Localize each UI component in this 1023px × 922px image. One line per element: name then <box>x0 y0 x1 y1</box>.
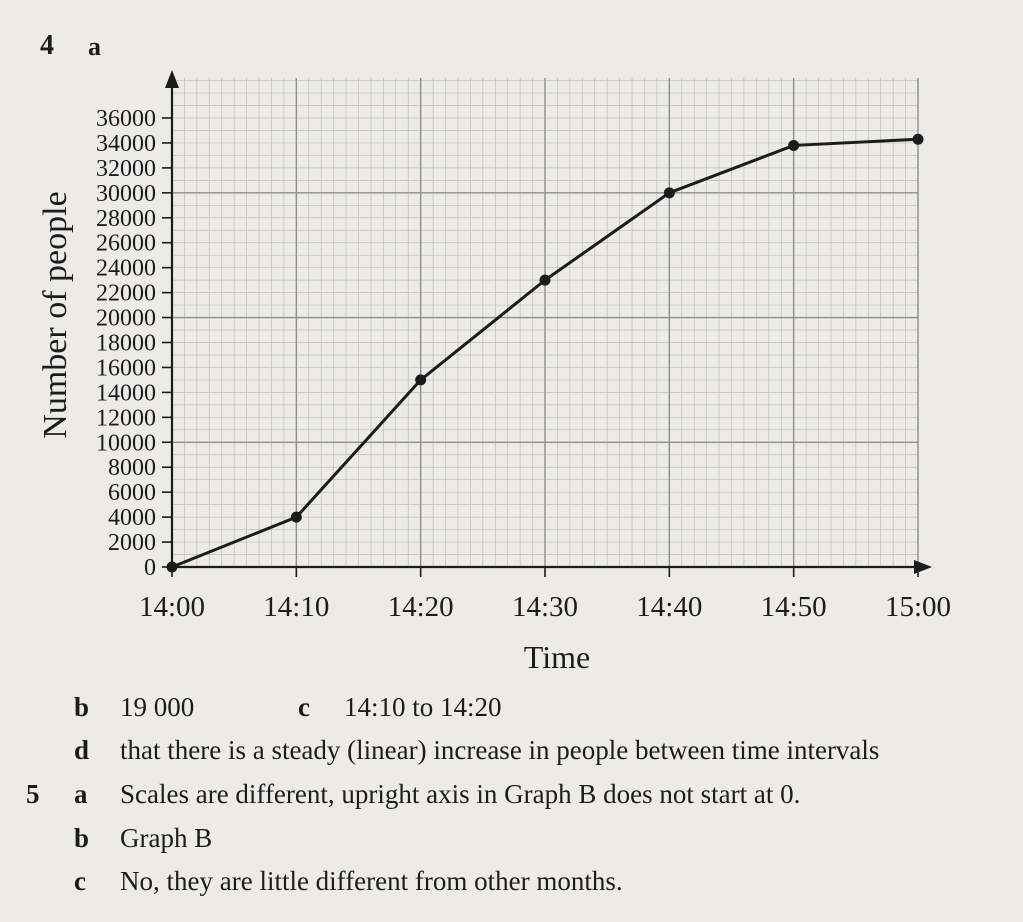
y-tick-label: 22000 <box>96 281 156 307</box>
y-tick-label: 0 <box>144 555 156 581</box>
y-tick-label: 34000 <box>96 131 156 157</box>
y-tick-label: 18000 <box>96 331 156 357</box>
answer-4c: c 14:10 to 14:20 <box>298 692 502 723</box>
y-tick-label: 10000 <box>96 430 156 456</box>
answer-5c: c No, they are little different from othe… <box>74 866 623 897</box>
answer-5a-text: Scales are different, upright axis in Gr… <box>120 779 801 809</box>
data-point <box>788 139 800 151</box>
y-tick-label: 14000 <box>96 380 156 406</box>
question-number-5: 5 <box>26 779 40 809</box>
line-chart: 0200040006000800010000120001400016000180… <box>37 70 951 675</box>
answer-4b-label: b <box>74 692 90 722</box>
answer-5b-label: b <box>74 823 90 853</box>
data-point <box>290 511 302 523</box>
answer-5c-label: c <box>74 866 86 896</box>
y-tick-label: 8000 <box>108 455 156 481</box>
x-axis-ticks: 14:00 14:10 14:20 14:30 14:40 14:50 15:00 <box>139 567 951 623</box>
data-point <box>912 133 924 145</box>
y-tick-label: 36000 <box>96 106 156 132</box>
x-tick-label: 14:40 <box>636 591 702 623</box>
answer-4c-text: 14:10 to 14:20 <box>344 692 502 722</box>
question-number-4: 4 <box>40 30 54 61</box>
answer-4b: b 19 000 <box>74 692 194 723</box>
y-tick-label: 2000 <box>108 530 156 556</box>
y-tick-label: 24000 <box>96 256 156 282</box>
y-tick-label: 28000 <box>96 206 156 232</box>
x-axis-arrow <box>914 560 932 574</box>
x-axis-label: Time <box>524 639 590 675</box>
chart-series <box>166 133 924 573</box>
answer-4d: d that there is a steady (linear) increas… <box>74 735 879 766</box>
answer-5a-label: a <box>74 779 88 809</box>
x-tick-label: 14:50 <box>761 591 827 623</box>
y-axis-ticks: 0200040006000800010000120001400016000180… <box>96 106 172 581</box>
x-tick-label: 14:00 <box>139 591 205 623</box>
answer-4d-label: d <box>74 735 90 765</box>
y-tick-label: 6000 <box>108 480 156 506</box>
data-point <box>539 274 551 286</box>
data-point <box>663 187 675 199</box>
y-tick-label: 26000 <box>96 231 156 257</box>
data-point <box>415 374 427 386</box>
answer-5c-text: No, they are little different from other… <box>120 866 623 896</box>
x-tick-label: 14:30 <box>512 591 578 623</box>
y-axis-label: Number of people <box>37 191 74 438</box>
x-tick-label: 15:00 <box>885 591 951 623</box>
y-tick-label: 12000 <box>96 405 156 431</box>
answer-4b-text: 19 000 <box>120 692 195 722</box>
answer-5b: b Graph B <box>74 823 212 854</box>
x-tick-label: 14:10 <box>263 591 329 623</box>
answer-4d-text: that there is a steady (linear) increase… <box>120 735 880 765</box>
y-tick-label: 16000 <box>96 355 156 381</box>
y-tick-label: 4000 <box>108 505 156 531</box>
y-axis-arrow <box>165 70 179 88</box>
y-tick-label: 32000 <box>96 156 156 182</box>
answer-4c-label: c <box>298 692 310 722</box>
answer-5b-text: Graph B <box>120 823 213 853</box>
answer-5a: 5 a Scales are different, upright axis in … <box>26 779 800 810</box>
question-4-part-a-label: a <box>88 32 101 61</box>
y-tick-label: 30000 <box>96 181 156 207</box>
data-point <box>166 561 178 573</box>
y-tick-label: 20000 <box>96 306 156 332</box>
x-tick-label: 14:20 <box>388 591 454 623</box>
